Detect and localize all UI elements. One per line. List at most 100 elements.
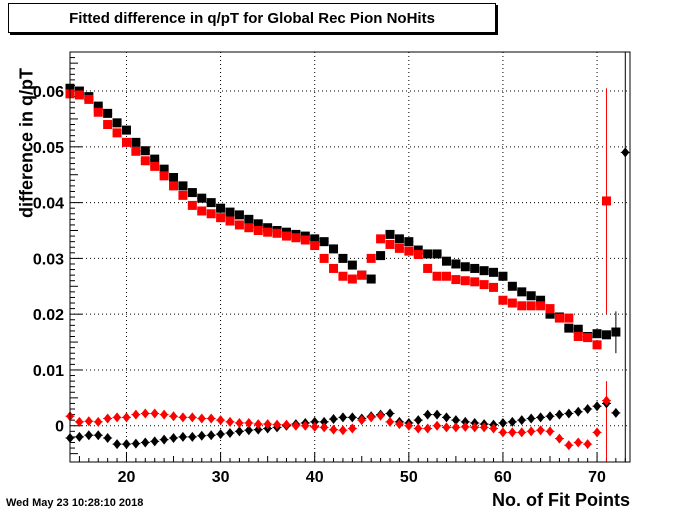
data-point-square (150, 161, 160, 171)
data-point-square (300, 235, 310, 245)
data-point-diamond (442, 422, 451, 433)
data-point-square (103, 108, 113, 118)
data-point-diamond (395, 419, 404, 430)
data-point-square (545, 304, 555, 314)
data-point-diamond (329, 414, 338, 425)
data-point-square (338, 271, 348, 281)
data-point-diamond (338, 425, 347, 436)
data-point-diamond (254, 419, 263, 430)
plot-frame-bg (70, 52, 630, 462)
data-point-diamond (564, 440, 573, 451)
data-point-square (451, 259, 461, 269)
data-point-square (234, 220, 244, 230)
data-point-square (479, 280, 489, 290)
data-point-diamond (480, 422, 489, 433)
data-point-diamond (103, 413, 112, 424)
data-point-diamond (188, 431, 197, 442)
data-point-square (131, 137, 141, 147)
data-point-diamond (188, 412, 197, 423)
data-point-square (244, 214, 254, 224)
data-point-square (329, 263, 339, 273)
data-point-square (517, 287, 527, 297)
data-point-diamond (451, 415, 460, 426)
data-point-diamond (386, 408, 394, 419)
data-point-diamond (423, 409, 432, 420)
data-point-square (366, 253, 376, 263)
data-point-square (460, 276, 470, 286)
data-point-diamond (348, 423, 357, 434)
data-point-diamond (433, 409, 442, 420)
data-point-diamond (94, 416, 103, 427)
data-point-square (159, 164, 169, 174)
data-point-square (385, 229, 395, 239)
data-point-diamond (583, 439, 592, 450)
data-point-square (601, 196, 611, 206)
data-point-square (423, 249, 433, 259)
data-point-square (479, 266, 489, 276)
data-point-square (385, 239, 395, 249)
data-point-diamond (235, 417, 244, 428)
data-point-square (366, 274, 376, 284)
data-point-diamond (414, 415, 423, 426)
data-point-diamond (367, 412, 376, 423)
data-point-square (347, 274, 357, 284)
data-point-square (423, 263, 433, 273)
data-point-square (564, 323, 574, 333)
data-point-square (319, 253, 329, 263)
data-point-diamond (263, 419, 272, 430)
data-point-diamond (75, 416, 84, 427)
data-point-square (319, 237, 329, 247)
data-point-diamond (178, 431, 187, 442)
data-point-square (338, 253, 348, 263)
y-tick-label: 0.03 (33, 251, 64, 268)
data-point-diamond (536, 425, 545, 436)
data-point-diamond (611, 407, 620, 418)
data-point-diamond (169, 433, 178, 444)
data-point-diamond (593, 427, 602, 438)
data-point-square (583, 333, 593, 343)
data-point-square (460, 262, 470, 272)
data-point-square (601, 330, 611, 340)
timestamp: Wed May 23 10:28:10 2018 (6, 497, 144, 509)
data-point-diamond (94, 430, 103, 441)
data-point-square (206, 209, 216, 219)
data-point-square (197, 193, 207, 203)
data-point-square (507, 281, 517, 291)
data-point-square (93, 101, 103, 111)
data-point-diamond (546, 411, 554, 422)
data-point-square (329, 244, 339, 254)
data-point-diamond (178, 412, 187, 423)
data-point-square (206, 198, 216, 208)
data-point-diamond (84, 416, 93, 427)
data-point-diamond (122, 439, 131, 450)
data-point-diamond (301, 420, 310, 431)
data-point-square (140, 156, 150, 166)
data-point-diamond (273, 419, 282, 430)
data-point-square (611, 327, 621, 337)
data-point-diamond (150, 408, 159, 419)
data-point-diamond (113, 439, 122, 450)
data-point-diamond (461, 421, 470, 432)
data-point-diamond (517, 415, 526, 426)
data-point-square (272, 228, 282, 238)
data-point-square (169, 181, 179, 191)
data-point-diamond (235, 426, 244, 437)
data-point-diamond (310, 421, 319, 432)
x-tick-label: 20 (118, 469, 136, 486)
data-point-square (592, 340, 602, 350)
data-point-diamond (498, 427, 507, 438)
y-tick-label: 0.01 (33, 363, 64, 380)
data-point-diamond (433, 420, 442, 431)
data-point-diamond (414, 423, 423, 434)
data-point-square (545, 309, 555, 319)
data-point-diamond (131, 409, 140, 420)
data-point-diamond (546, 426, 554, 437)
data-point-diamond (442, 412, 451, 423)
data-point-square (451, 275, 461, 285)
data-point-diamond (357, 415, 366, 426)
data-point-square (121, 125, 131, 135)
data-point-diamond (621, 147, 630, 158)
data-point-square (263, 227, 273, 237)
data-point-square (470, 277, 480, 287)
